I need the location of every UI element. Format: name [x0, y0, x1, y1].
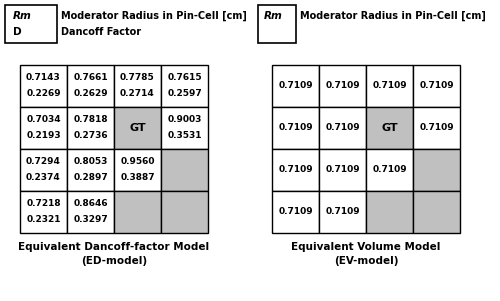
- Bar: [161, 65, 208, 107]
- Text: 0.7034: 0.7034: [26, 115, 61, 124]
- Text: 0.8053: 0.8053: [74, 157, 108, 166]
- Bar: [20, 107, 67, 149]
- Text: 0.7109: 0.7109: [325, 207, 360, 216]
- Bar: [366, 149, 413, 191]
- Text: 0.3297: 0.3297: [73, 215, 108, 224]
- Text: 0.8646: 0.8646: [73, 199, 108, 208]
- Bar: [20, 191, 67, 233]
- Bar: [413, 107, 460, 149]
- Bar: [366, 65, 413, 107]
- Bar: [258, 5, 296, 43]
- Bar: [319, 149, 366, 191]
- Bar: [272, 191, 319, 233]
- Text: 0.7109: 0.7109: [419, 82, 454, 91]
- Text: Equivalent Volume Model: Equivalent Volume Model: [292, 242, 440, 252]
- Text: (EV-model): (EV-model): [334, 256, 398, 266]
- Text: Rm: Rm: [264, 11, 283, 21]
- Text: 0.7615: 0.7615: [167, 73, 202, 82]
- Text: 0.7818: 0.7818: [73, 115, 108, 124]
- Text: 0.7109: 0.7109: [325, 82, 360, 91]
- Text: 0.7143: 0.7143: [26, 73, 61, 82]
- Text: 0.2269: 0.2269: [26, 89, 61, 98]
- Bar: [20, 149, 67, 191]
- Text: 0.2193: 0.2193: [26, 131, 61, 140]
- Text: 0.2897: 0.2897: [73, 173, 108, 182]
- Text: 0.2714: 0.2714: [120, 89, 155, 98]
- Text: Dancoff Factor: Dancoff Factor: [61, 27, 141, 37]
- Text: 0.7109: 0.7109: [278, 82, 313, 91]
- Bar: [413, 65, 460, 107]
- Text: 0.9560: 0.9560: [120, 157, 155, 166]
- Text: 0.2629: 0.2629: [73, 89, 108, 98]
- Bar: [366, 107, 413, 149]
- Text: 0.2736: 0.2736: [73, 131, 108, 140]
- Text: 0.7109: 0.7109: [278, 166, 313, 175]
- Bar: [161, 149, 208, 191]
- Text: GT: GT: [129, 123, 146, 133]
- Bar: [161, 191, 208, 233]
- Bar: [114, 191, 161, 233]
- Text: Rm: Rm: [13, 11, 32, 21]
- Bar: [272, 65, 319, 107]
- Text: 0.2374: 0.2374: [26, 173, 61, 182]
- Bar: [319, 191, 366, 233]
- Bar: [67, 191, 114, 233]
- Text: 0.3531: 0.3531: [167, 131, 202, 140]
- Bar: [114, 107, 161, 149]
- Text: 0.2321: 0.2321: [26, 215, 61, 224]
- Text: 0.7109: 0.7109: [325, 166, 360, 175]
- Bar: [413, 191, 460, 233]
- Text: 0.7661: 0.7661: [73, 73, 108, 82]
- Bar: [413, 149, 460, 191]
- Text: 0.7109: 0.7109: [372, 82, 407, 91]
- Bar: [67, 65, 114, 107]
- Bar: [67, 107, 114, 149]
- Text: 0.7109: 0.7109: [278, 207, 313, 216]
- Bar: [114, 65, 161, 107]
- Text: 0.7109: 0.7109: [419, 123, 454, 132]
- Text: 0.7109: 0.7109: [372, 166, 407, 175]
- Bar: [5, 5, 57, 43]
- Text: 0.7294: 0.7294: [26, 157, 61, 166]
- Text: Equivalent Dancoff-factor Model: Equivalent Dancoff-factor Model: [18, 242, 210, 252]
- Bar: [272, 149, 319, 191]
- Bar: [67, 149, 114, 191]
- Text: Moderator Radius in Pin-Cell [cm]: Moderator Radius in Pin-Cell [cm]: [300, 11, 486, 21]
- Text: Moderator Radius in Pin-Cell [cm]: Moderator Radius in Pin-Cell [cm]: [61, 11, 247, 21]
- Text: (ED-model): (ED-model): [81, 256, 147, 266]
- Bar: [161, 107, 208, 149]
- Text: 0.7785: 0.7785: [120, 73, 155, 82]
- Bar: [20, 65, 67, 107]
- Bar: [319, 65, 366, 107]
- Text: GT: GT: [381, 123, 398, 133]
- Text: 0.3887: 0.3887: [120, 173, 155, 182]
- Text: D: D: [13, 27, 22, 37]
- Text: 0.7218: 0.7218: [26, 199, 61, 208]
- Bar: [272, 107, 319, 149]
- Text: 0.7109: 0.7109: [325, 123, 360, 132]
- Text: 0.9003: 0.9003: [168, 115, 202, 124]
- Text: 0.2597: 0.2597: [167, 89, 202, 98]
- Bar: [366, 191, 413, 233]
- Bar: [319, 107, 366, 149]
- Bar: [114, 149, 161, 191]
- Text: 0.7109: 0.7109: [278, 123, 313, 132]
